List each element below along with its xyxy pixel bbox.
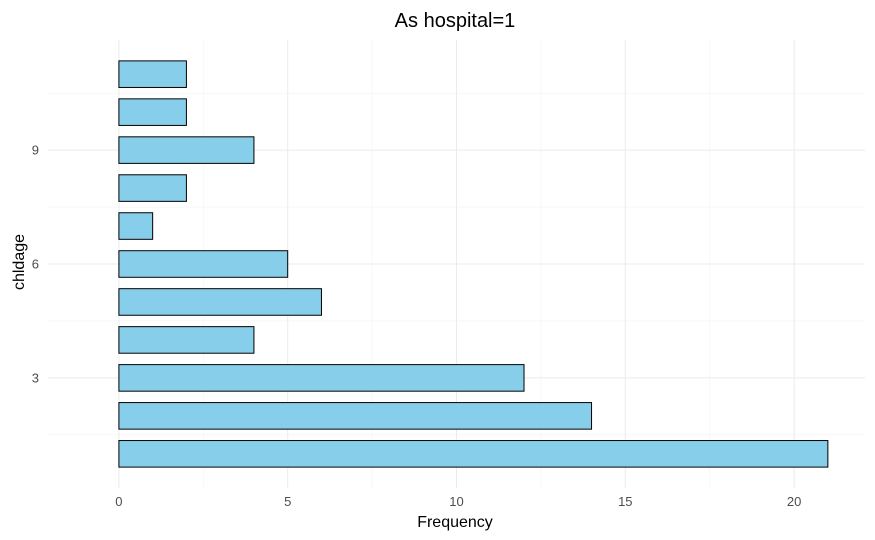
y-tick-labels: 3 6 9 <box>32 143 39 386</box>
bar-4 <box>118 326 255 354</box>
bar-2 <box>118 402 593 430</box>
bar-10 <box>118 98 187 126</box>
x-tick-labels: 0 5 10 15 20 <box>115 494 801 509</box>
x-tick-label: 0 <box>115 494 122 509</box>
bar-11 <box>118 60 187 88</box>
bar-9 <box>118 136 255 164</box>
chart-title: As hospital=1 <box>395 10 516 32</box>
bar-8 <box>118 174 187 202</box>
y-tick-label: 3 <box>32 370 39 385</box>
x-tick-label: 10 <box>449 494 463 509</box>
y-axis-title: chldage <box>11 234 28 290</box>
bar-3 <box>118 364 525 392</box>
bar-5 <box>118 288 322 316</box>
x-tick-label: 5 <box>284 494 291 509</box>
x-axis-title: Frequency <box>417 514 493 531</box>
y-tick-label: 6 <box>32 257 39 272</box>
x-tick-label: 20 <box>787 494 801 509</box>
bars <box>118 60 829 468</box>
bar-6 <box>118 250 289 278</box>
bar-1 <box>118 440 829 468</box>
x-tick-label: 15 <box>618 494 632 509</box>
bar-7 <box>118 212 154 240</box>
y-tick-label: 9 <box>32 143 39 158</box>
